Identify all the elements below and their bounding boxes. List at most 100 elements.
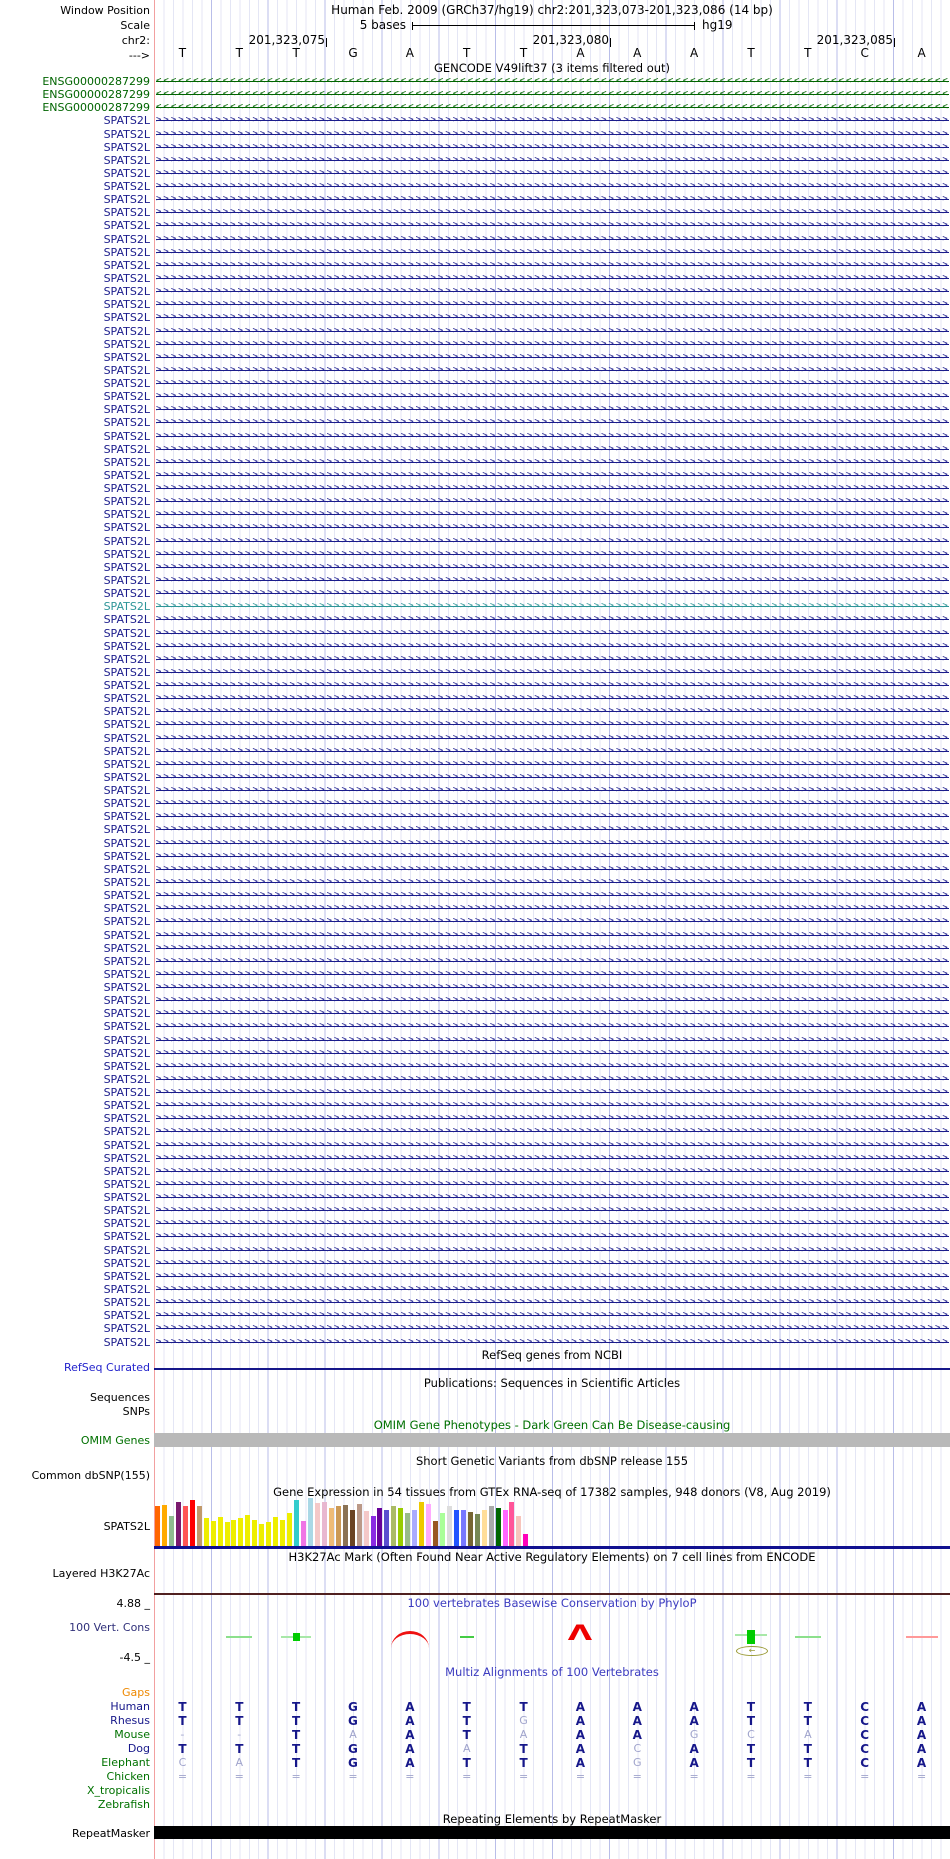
gene-row-spats2l[interactable]: SPATS2L >>>>>>>>>>>>>>>>>>>>>>>>>>>>>>>>>…	[0, 915, 950, 929]
gene-row-label[interactable]: SPATS2L	[103, 245, 150, 259]
gtex-tissue-bar[interactable]	[168, 1516, 174, 1546]
refseq-curated-label[interactable]: RefSeq Curated	[64, 1361, 150, 1374]
alignment-row-gaps[interactable]: Gaps	[0, 1686, 950, 1700]
omim-genes-label[interactable]: OMIM Genes	[80, 1434, 150, 1447]
gene-row-spats2l[interactable]: SPATS2L >>>>>>>>>>>>>>>>>>>>>>>>>>>>>>>>>…	[0, 679, 950, 692]
gene-row-spats2l[interactable]: SPATS2L >>>>>>>>>>>>>>>>>>>>>>>>>>>>>>>>>…	[0, 403, 950, 417]
gene-row-spats2l[interactable]: SPATS2L >>>>>>>>>>>>>>>>>>>>>>>>>>>>>>>>>…	[0, 468, 950, 482]
gene-row-spats2l[interactable]: SPATS2L >>>>>>>>>>>>>>>>>>>>>>>>>>>>>>>>>…	[0, 862, 950, 876]
gene-row-spats2l[interactable]: SPATS2L >>>>>>>>>>>>>>>>>>>>>>>>>>>>>>>>>…	[0, 1191, 950, 1204]
gene-row-spats2l[interactable]: SPATS2L >>>>>>>>>>>>>>>>>>>>>>>>>>>>>>>>>…	[0, 219, 950, 233]
gene-row-spats2l[interactable]: SPATS2L >>>>>>>>>>>>>>>>>>>>>>>>>>>>>>>>>…	[0, 272, 950, 285]
gtex-tissue-bar[interactable]	[294, 1500, 299, 1546]
gene-row-label[interactable]: SPATS2L	[103, 823, 150, 837]
gene-row-spats2l[interactable]: SPATS2L >>>>>>>>>>>>>>>>>>>>>>>>>>>>>>>>>…	[0, 1335, 950, 1349]
gene-row-spats2l[interactable]: SPATS2L >>>>>>>>>>>>>>>>>>>>>>>>>>>>>>>>>…	[0, 153, 950, 167]
gene-row-spats2l[interactable]: SPATS2L >>>>>>>>>>>>>>>>>>>>>>>>>>>>>>>>>…	[0, 495, 950, 509]
gene-row-spats2l[interactable]: SPATS2L >>>>>>>>>>>>>>>>>>>>>>>>>>>>>>>>>…	[0, 350, 950, 364]
gtex-tissue-bar[interactable]	[370, 1516, 376, 1546]
gene-row-label[interactable]: SPATS2L	[103, 403, 150, 417]
species-label[interactable]: Elephant	[101, 1756, 150, 1769]
gene-row-spats2l[interactable]: SPATS2L >>>>>>>>>>>>>>>>>>>>>>>>>>>>>>>>>…	[0, 652, 950, 666]
gtex-tissue-bar[interactable]	[245, 1515, 251, 1546]
gene-row-label[interactable]: SPATS2L	[103, 311, 150, 325]
gene-row-spats2l[interactable]: SPATS2L >>>>>>>>>>>>>>>>>>>>>>>>>>>>>>>>>…	[0, 1151, 950, 1165]
gene-row-label[interactable]: SPATS2L	[103, 692, 150, 706]
gene-row-spats2l[interactable]: SPATS2L >>>>>>>>>>>>>>>>>>>>>>>>>>>>>>>>>…	[0, 797, 950, 811]
gene-row-spats2l[interactable]: SPATS2L >>>>>>>>>>>>>>>>>>>>>>>>>>>>>>>>>…	[0, 1033, 950, 1047]
gene-row-spats2l[interactable]: SPATS2L >>>>>>>>>>>>>>>>>>>>>>>>>>>>>>>>>…	[0, 757, 950, 771]
gtex-tissue-bar[interactable]	[433, 1521, 438, 1546]
gene-row-label[interactable]: SPATS2L	[103, 363, 150, 377]
gene-row-spats2l[interactable]: SPATS2L >>>>>>>>>>>>>>>>>>>>>>>>>>>>>>>>>…	[0, 390, 950, 404]
gene-row-label[interactable]: SPATS2L	[103, 1125, 150, 1139]
gene-row-spats2l[interactable]: SPATS2L >>>>>>>>>>>>>>>>>>>>>>>>>>>>>>>>>…	[0, 1204, 950, 1218]
gene-row-spats2l[interactable]: SPATS2L >>>>>>>>>>>>>>>>>>>>>>>>>>>>>>>>>…	[0, 377, 950, 390]
gene-row-label[interactable]: SPATS2L	[103, 954, 150, 968]
gtex-tissue-bar[interactable]	[224, 1522, 230, 1546]
gene-row-label[interactable]: SPATS2L	[103, 810, 150, 824]
gene-row-label[interactable]: ENSG00000287299	[42, 101, 150, 115]
snps-label[interactable]: SNPs	[122, 1405, 150, 1418]
gene-row-spats2l[interactable]: SPATS2L >>>>>>>>>>>>>>>>>>>>>>>>>>>>>>>>>…	[0, 206, 950, 220]
gene-row-label[interactable]: SPATS2L	[103, 390, 150, 404]
gene-row-label[interactable]: SPATS2L	[103, 981, 150, 994]
gene-row-spats2l[interactable]: SPATS2L >>>>>>>>>>>>>>>>>>>>>>>>>>>>>>>>>…	[0, 573, 950, 587]
gtex-tissue-bar[interactable]	[405, 1513, 411, 1546]
gene-row-label[interactable]: SPATS2L	[103, 127, 150, 141]
gene-row-spats2l[interactable]: SPATS2L >>>>>>>>>>>>>>>>>>>>>>>>>>>>>>>>>…	[0, 363, 950, 377]
gtex-tissue-bar[interactable]	[439, 1513, 445, 1546]
gene-row-label[interactable]: SPATS2L	[103, 928, 150, 942]
alignment-row-dog[interactable]: Dog T T T G A A T A C A T T C A	[0, 1742, 950, 1756]
gene-row-label[interactable]: SPATS2L	[103, 1283, 150, 1296]
gene-row-label[interactable]: SPATS2L	[103, 166, 150, 180]
gene-row-spats2l[interactable]: SPATS2L >>>>>>>>>>>>>>>>>>>>>>>>>>>>>>>>>…	[0, 1177, 950, 1191]
gene-row-ensg[interactable]: ENSG00000287299 <<<<<<<<<<<<<<<<<<<<<<<<<…	[0, 88, 950, 102]
gtex-tissue-bar[interactable]	[328, 1508, 334, 1546]
gene-row-label[interactable]: SPATS2L	[103, 416, 150, 430]
gene-row-label[interactable]: SPATS2L	[103, 1177, 150, 1191]
gene-row-spats2l[interactable]: SPATS2L >>>>>>>>>>>>>>>>>>>>>>>>>>>>>>>>>…	[0, 337, 950, 351]
gene-row-spats2l[interactable]: SPATS2L >>>>>>>>>>>>>>>>>>>>>>>>>>>>>>>>>…	[0, 1243, 950, 1257]
gtex-tissue-bar[interactable]	[426, 1504, 432, 1546]
gtex-tissue-bar[interactable]	[363, 1511, 369, 1546]
gene-row-label[interactable]: SPATS2L	[103, 495, 150, 509]
gtex-tissue-bar[interactable]	[509, 1502, 515, 1546]
alignment-row-chicken[interactable]: Chicken = = = = = = = = = = = = = =	[0, 1770, 950, 1784]
gene-row-spats2l[interactable]: SPATS2L >>>>>>>>>>>>>>>>>>>>>>>>>>>>>>>>>…	[0, 324, 950, 338]
gene-row-spats2l[interactable]: SPATS2L >>>>>>>>>>>>>>>>>>>>>>>>>>>>>>>>>…	[0, 967, 950, 981]
gene-row-label[interactable]: SPATS2L	[103, 206, 150, 220]
gene-row-label[interactable]: SPATS2L	[103, 1309, 150, 1323]
gene-row-label[interactable]: SPATS2L	[103, 1217, 150, 1231]
gtex-tissue-bar[interactable]	[488, 1506, 494, 1546]
gene-row-spats2l[interactable]: SPATS2L >>>>>>>>>>>>>>>>>>>>>>>>>>>>>>>>>…	[0, 1283, 950, 1296]
gene-row-spats2l[interactable]: SPATS2L >>>>>>>>>>>>>>>>>>>>>>>>>>>>>>>>>…	[0, 482, 950, 495]
gene-row-spats2l[interactable]: SPATS2L >>>>>>>>>>>>>>>>>>>>>>>>>>>>>>>>>…	[0, 836, 950, 850]
gene-row-ensg[interactable]: ENSG00000287299 <<<<<<<<<<<<<<<<<<<<<<<<<…	[0, 75, 950, 88]
gtex-tissue-bar[interactable]	[516, 1516, 522, 1546]
alignment-row-x_tropicalis[interactable]: X_tropicalis	[0, 1784, 950, 1798]
gene-row-label[interactable]: SPATS2L	[103, 482, 150, 495]
gene-row-label[interactable]: SPATS2L	[103, 757, 150, 771]
gene-row-label[interactable]: SPATS2L	[103, 731, 150, 745]
gene-row-spats2l[interactable]: SPATS2L >>>>>>>>>>>>>>>>>>>>>>>>>>>>>>>>>…	[0, 875, 950, 889]
gene-row-spats2l[interactable]: SPATS2L >>>>>>>>>>>>>>>>>>>>>>>>>>>>>>>>>…	[0, 1217, 950, 1231]
gene-row-label[interactable]: SPATS2L	[103, 862, 150, 876]
gene-row-spats2l[interactable]: SPATS2L >>>>>>>>>>>>>>>>>>>>>>>>>>>>>>>>>…	[0, 600, 950, 614]
gene-row-spats2l[interactable]: SPATS2L >>>>>>>>>>>>>>>>>>>>>>>>>>>>>>>>>…	[0, 639, 950, 653]
gene-row-spats2l[interactable]: SPATS2L >>>>>>>>>>>>>>>>>>>>>>>>>>>>>>>>>…	[0, 994, 950, 1008]
gene-row-spats2l[interactable]: SPATS2L >>>>>>>>>>>>>>>>>>>>>>>>>>>>>>>>>…	[0, 1086, 950, 1099]
gene-row-label[interactable]: SPATS2L	[103, 153, 150, 167]
gtex-tissue-bar[interactable]	[155, 1506, 160, 1546]
gene-row-label[interactable]: SPATS2L	[103, 560, 150, 574]
gene-row-spats2l[interactable]: SPATS2L >>>>>>>>>>>>>>>>>>>>>>>>>>>>>>>>>…	[0, 429, 950, 443]
gtex-tissue-bar[interactable]	[266, 1522, 272, 1546]
phylop-track-label[interactable]: 100 Vert. Cons	[69, 1621, 150, 1634]
gtex-tissue-bar[interactable]	[474, 1514, 480, 1546]
gene-row-label[interactable]: SPATS2L	[103, 1243, 150, 1257]
gene-row-spats2l[interactable]: SPATS2L >>>>>>>>>>>>>>>>>>>>>>>>>>>>>>>>>…	[0, 127, 950, 141]
gtex-gene-label[interactable]: SPATS2L	[103, 1520, 150, 1533]
gtex-tissue-bar[interactable]	[335, 1506, 341, 1546]
gene-row-spats2l[interactable]: SPATS2L >>>>>>>>>>>>>>>>>>>>>>>>>>>>>>>>>…	[0, 245, 950, 259]
gtex-tissue-bar[interactable]	[412, 1510, 418, 1546]
